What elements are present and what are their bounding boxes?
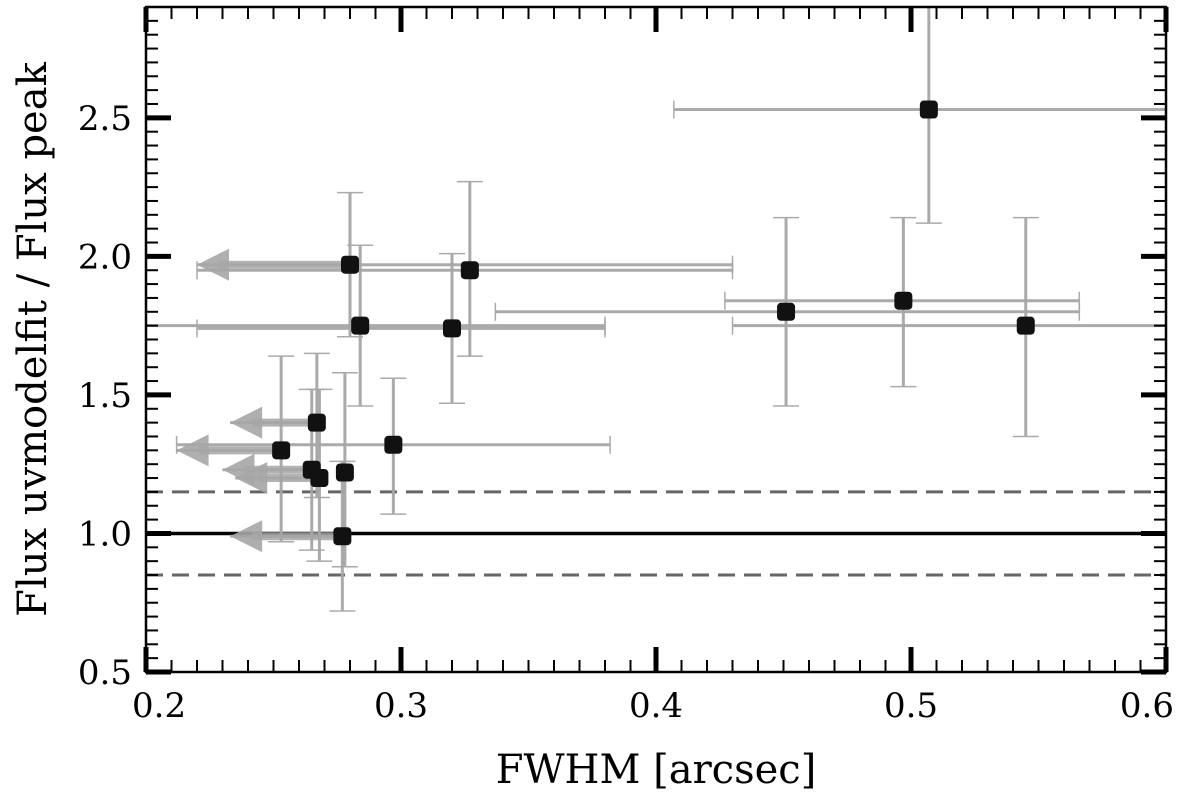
data-points — [272, 100, 1035, 546]
limit-arrow-8 — [230, 406, 263, 439]
plot-frame — [144, 5, 1168, 674]
data-point-2 — [460, 261, 479, 280]
y-axis-label: Flux uvmodelfit / Flux peak — [10, 61, 56, 616]
error-bars — [146, 7, 1166, 612]
limit-arrow-12 — [235, 462, 268, 495]
data-point-8 — [307, 413, 326, 432]
y-tick-label-1: 1.0 — [78, 514, 132, 554]
data-point-0 — [919, 100, 938, 119]
data-point-5 — [1016, 316, 1035, 335]
upper-limit-arrows — [176, 248, 350, 553]
x-tick-label-0: 0.2 — [132, 686, 186, 726]
limit-arrow-14 — [230, 520, 263, 553]
x-tick-label-1: 0.3 — [374, 686, 428, 726]
x-axis-label: FWHM [arcsec] — [496, 747, 817, 793]
error-bar-5 — [731, 216, 1166, 438]
x-tick-label-2: 0.4 — [629, 686, 683, 726]
data-point-3 — [777, 302, 796, 321]
y-tick-label-4: 2.5 — [78, 99, 132, 139]
x-tick-label-3: 0.5 — [884, 686, 938, 726]
data-point-13 — [335, 463, 354, 482]
error-bar-7 — [196, 252, 606, 404]
x-tick-label-4: 0.6 — [1120, 686, 1174, 726]
tick-labels: 0.2 0.3 0.4 0.5 0.6 0.5 1.0 1.5 2.0 2.5 — [78, 99, 1174, 726]
y-tick-label-2: 1.5 — [78, 376, 132, 416]
axis-ticks — [143, 6, 1169, 675]
limit-arrow-9 — [176, 434, 209, 467]
data-point-4 — [894, 291, 913, 310]
data-point-9 — [272, 441, 291, 460]
data-point-6 — [351, 316, 370, 335]
y-tick-label-0: 0.5 — [78, 653, 132, 693]
y-tick-label-3: 2.0 — [78, 237, 132, 277]
data-point-12 — [310, 469, 329, 488]
limit-arrow-1 — [197, 248, 229, 281]
data-point-1 — [341, 255, 359, 274]
data-point-10 — [384, 435, 403, 454]
data-point-14 — [333, 527, 352, 546]
data-point-7 — [443, 319, 461, 338]
